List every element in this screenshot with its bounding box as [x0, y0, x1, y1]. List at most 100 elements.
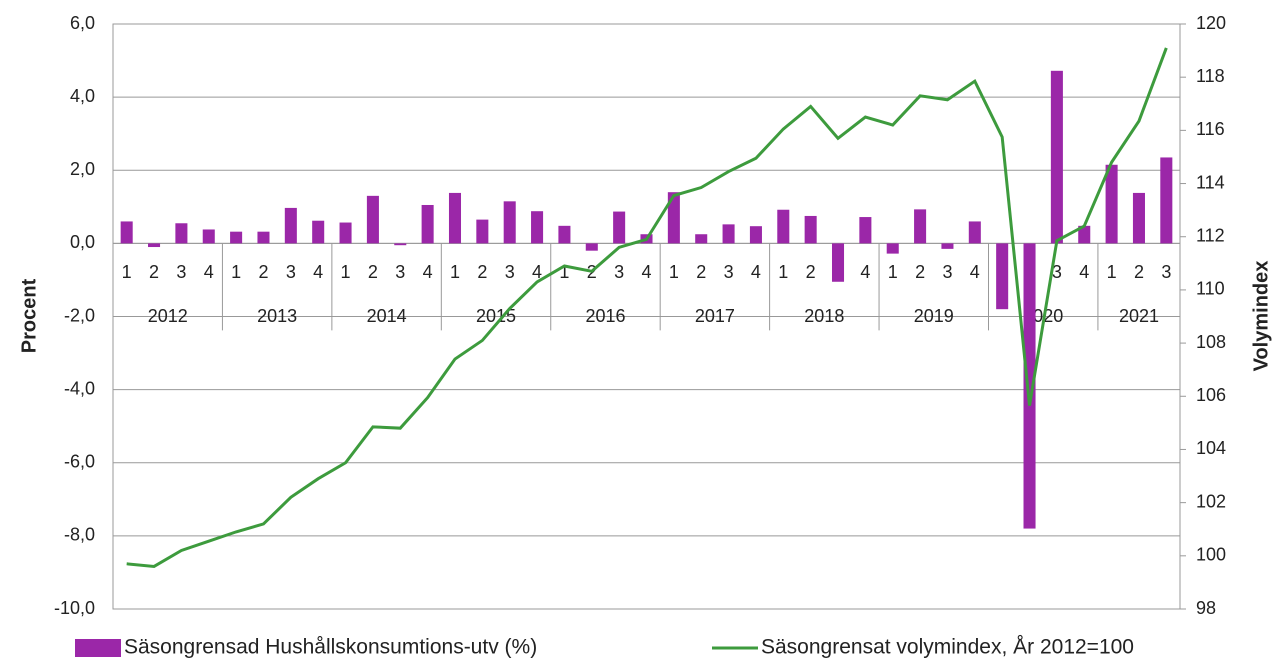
bar [503, 201, 516, 244]
bar [1050, 70, 1063, 244]
y2-tick-label: 104 [1196, 438, 1226, 458]
x-group-label: 2017 [695, 306, 735, 326]
x-tick-label: 3 [1052, 262, 1062, 282]
x-tick-label: 4 [751, 262, 761, 282]
x-tick-label: 3 [942, 262, 952, 282]
x-tick-label: 1 [559, 262, 569, 282]
x-tick-label: 3 [505, 262, 515, 282]
x-tick-label: 1 [341, 262, 351, 282]
x-tick-label: 3 [395, 262, 405, 282]
x-tick-label: 3 [286, 262, 296, 282]
x-tick-label: 3 [724, 262, 734, 282]
y-tick-label: -10,0 [54, 598, 95, 618]
x-tick-label: 2 [477, 262, 487, 282]
x-tick-label: 3 [176, 262, 186, 282]
y2-tick-label: 114 [1196, 172, 1225, 192]
x-tick-label: 4 [860, 262, 870, 282]
x-group-label: 2012 [148, 306, 188, 326]
bar [941, 243, 954, 249]
x-group-label: 2016 [585, 306, 625, 326]
x-group-label: 2014 [367, 306, 407, 326]
x-tick-label: 2 [915, 262, 925, 282]
bar [148, 243, 161, 248]
y-axis-label: Procent [18, 278, 40, 353]
bar [886, 243, 899, 254]
x-tick-label: 2 [258, 262, 268, 282]
x-tick-label: 4 [313, 262, 323, 282]
y-tick-label: 6,0 [70, 13, 95, 33]
y2-tick-label: 98 [1196, 598, 1216, 618]
y2-axis-label: Volymindex [1250, 261, 1272, 372]
y-tick-label: -8,0 [64, 525, 95, 545]
bar [531, 211, 544, 244]
bar [804, 215, 817, 244]
x-tick-label: 2 [696, 262, 706, 282]
x-tick-label: 2 [1134, 262, 1144, 282]
bar [120, 221, 133, 244]
x-group-label: 2021 [1119, 306, 1159, 326]
bar [421, 204, 434, 244]
x-tick-label: 4 [532, 262, 542, 282]
bar [230, 231, 243, 244]
y2-tick-label: 108 [1196, 332, 1226, 352]
legend-swatch [75, 639, 121, 657]
y2-tick-label: 110 [1196, 279, 1225, 299]
bar [202, 229, 215, 244]
bar [394, 243, 407, 246]
x-tick-label: 4 [204, 262, 214, 282]
x-tick-label: 2 [806, 262, 816, 282]
bar [339, 222, 352, 244]
bar [996, 243, 1009, 310]
y2-tick-label: 118 [1196, 66, 1225, 86]
legend-label: Säsongrensat volymindex, År 2012=100 [761, 636, 1134, 659]
y2-tick-label: 100 [1196, 545, 1226, 565]
bar [476, 219, 489, 244]
bar [695, 234, 708, 244]
x-tick-label: 1 [1107, 262, 1117, 282]
bar [175, 223, 188, 244]
x-group-label: 2013 [257, 306, 297, 326]
bar [1105, 164, 1118, 244]
y2-tick-label: 102 [1196, 491, 1226, 511]
bar [777, 209, 790, 244]
y2-tick-label: 120 [1196, 13, 1226, 33]
y-tick-label: 2,0 [70, 159, 95, 179]
bar [914, 209, 927, 244]
y-tick-label: -6,0 [64, 452, 95, 472]
y-tick-label: 4,0 [70, 86, 95, 106]
bar [284, 207, 297, 244]
bar [968, 221, 981, 244]
x-tick-label: 3 [1161, 262, 1171, 282]
y2-tick-label: 106 [1196, 385, 1226, 405]
bar [1132, 192, 1145, 244]
bar [1023, 243, 1036, 529]
bar [257, 231, 270, 244]
bar [585, 243, 598, 251]
y2-tick-label: 112 [1196, 225, 1225, 245]
x-tick-label: 1 [778, 262, 788, 282]
y-tick-label: -2,0 [64, 305, 95, 325]
bar [613, 211, 626, 244]
bar [312, 220, 325, 244]
bar [1078, 225, 1091, 244]
bar [667, 192, 680, 244]
bar [749, 226, 762, 244]
y2-tick-label: 116 [1196, 119, 1225, 139]
bar [1160, 157, 1173, 244]
x-tick-label: 1 [122, 262, 132, 282]
x-tick-label: 1 [450, 262, 460, 282]
bar [722, 224, 735, 244]
y-tick-label: -4,0 [64, 378, 95, 398]
x-tick-label: 4 [641, 262, 651, 282]
legend-label: Säsongrensad Hushållskonsumtions-utv (%) [124, 636, 537, 659]
x-tick-label: 2 [368, 262, 378, 282]
bar [859, 217, 872, 244]
bar [558, 225, 571, 244]
y-tick-label: 0,0 [70, 232, 95, 252]
x-tick-label: 1 [888, 262, 898, 282]
x-tick-label: 1 [231, 262, 241, 282]
line [126, 47, 1168, 568]
bar [366, 195, 379, 244]
x-group-label: 2019 [914, 306, 954, 326]
